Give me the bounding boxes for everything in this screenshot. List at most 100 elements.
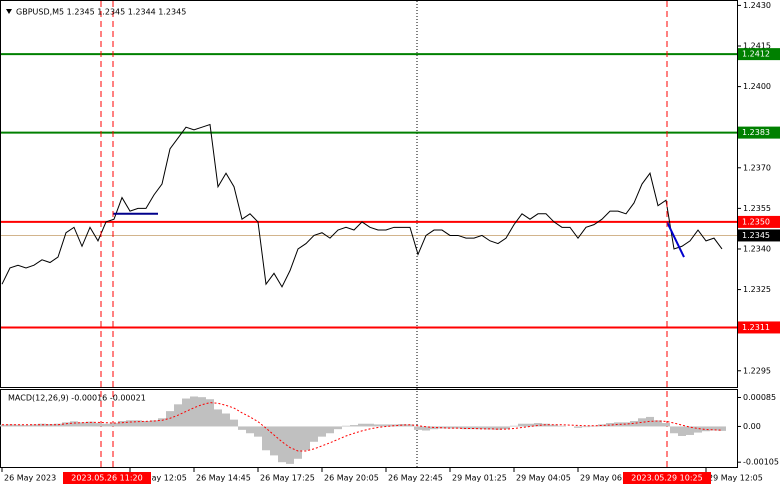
macd-bar: [350, 425, 358, 427]
x-tick-label: 26 May 2023: [4, 474, 56, 483]
macd-bar: [646, 416, 654, 427]
time-marker-box: [623, 472, 711, 484]
macd-bar: [190, 396, 198, 427]
macd-pane: [0, 389, 738, 468]
time-marker-box: [63, 472, 151, 484]
macd-bar: [238, 426, 246, 430]
macd-bar: [502, 426, 510, 430]
macd-bar: [446, 426, 454, 429]
macd-bar: [214, 409, 222, 427]
macd-bar: [94, 423, 102, 427]
macd-bar: [622, 422, 630, 427]
macd-bar: [126, 420, 134, 427]
y-tick-label: 1.2430: [743, 1, 771, 10]
macd-bar: [246, 426, 254, 434]
macd-bar: [518, 423, 526, 427]
macd-bar: [630, 421, 638, 427]
macd-bar: [414, 426, 422, 430]
x-tick-label: 29 May 12:05: [708, 474, 763, 483]
macd-bar: [198, 397, 206, 427]
x-tick-label: 29 May 01:25: [452, 474, 507, 483]
macd-bar: [62, 422, 70, 427]
macd-bar: [30, 424, 38, 427]
macd-bar: [558, 425, 566, 427]
macd-bar: [102, 423, 110, 427]
macd-bar: [494, 426, 502, 430]
macd-bar: [358, 423, 366, 427]
y-tick-label: 1.2400: [743, 82, 771, 91]
macd-bar: [142, 421, 150, 427]
level-label-box: [738, 126, 780, 139]
macd-bar: [14, 424, 22, 427]
macd-bar: [718, 426, 726, 431]
level-label-box: [738, 48, 780, 61]
macd-bar: [342, 425, 350, 427]
macd-bar: [158, 418, 166, 427]
macd-bar: [118, 421, 126, 427]
macd-bar: [550, 424, 558, 427]
signal-line: [2, 402, 723, 452]
macd-bar: [598, 424, 606, 427]
y-tick-label: -0.00105: [743, 458, 779, 467]
time-marker-label: 2023.05.29 10:25: [631, 474, 702, 483]
x-tick-label: 26 May 12:05: [132, 474, 187, 483]
macd-bar: [686, 426, 694, 435]
macd-bar: [606, 423, 614, 427]
x-tick-label: 26 May 14:45: [196, 474, 251, 483]
y-tick-label: 1.2325: [743, 285, 771, 294]
macd-bar: [574, 426, 582, 428]
macd-bar: [206, 399, 214, 427]
macd-bar: [422, 426, 430, 431]
macd-bar: [278, 426, 286, 463]
macd-bar: [86, 421, 94, 427]
y-tick-label: 1.2370: [743, 163, 771, 172]
macd-bar: [110, 423, 118, 427]
macd-title: MACD(12,26,9) -0.00016 -0.00021: [8, 394, 146, 403]
macd-bar: [302, 426, 310, 451]
level-label: 1.2383: [742, 128, 770, 137]
menu-icon: [6, 9, 12, 14]
macd-bar: [526, 423, 534, 427]
macd-bar: [670, 426, 678, 434]
macd-bar: [334, 426, 342, 430]
macd-bar: [230, 419, 238, 427]
macd-bar: [294, 426, 302, 459]
level-label-box: [738, 215, 780, 228]
macd-bar: [614, 422, 622, 427]
macd-bar: [406, 424, 414, 427]
chart-title: GBPUSD,M5 1.2345 1.2345 1.2344 1.2345: [16, 8, 186, 17]
price-line: [1, 123, 723, 288]
macd-bar: [478, 426, 486, 430]
macd-bar: [542, 423, 550, 427]
macd-bar: [694, 426, 702, 433]
y-tick-label: 1.2355: [743, 204, 771, 213]
macd-bar: [22, 425, 30, 427]
macd-bar: [54, 423, 62, 427]
x-tick-label: 26 May 20:05: [324, 474, 379, 483]
macd-bar: [638, 418, 646, 427]
macd-bar: [510, 425, 518, 427]
y-tick-label: 1.2295: [743, 366, 771, 375]
macd-bar: [0, 424, 6, 427]
main-pane: [0, 0, 738, 388]
level-label-box: [738, 321, 780, 334]
macd-bar: [702, 426, 710, 432]
level-label: 1.2311: [742, 323, 770, 332]
y-tick-label: 1.2415: [743, 42, 771, 51]
x-tick-label: 26 May 22:45: [388, 474, 443, 483]
y-tick-label: 1.2340: [743, 244, 771, 253]
macd-bar: [534, 423, 542, 427]
current-price-label: 1.2345: [742, 231, 770, 240]
macd-bar: [590, 425, 598, 427]
macd-bar: [6, 424, 14, 427]
macd-bar: [366, 423, 374, 427]
macd-bar: [70, 421, 78, 427]
macd-bar: [662, 423, 670, 427]
macd-bar: [454, 426, 462, 429]
macd-bar: [254, 426, 262, 437]
y-tick-label: 0.00085: [743, 393, 776, 402]
macd-bar: [134, 420, 142, 427]
macd-bar: [654, 420, 662, 427]
